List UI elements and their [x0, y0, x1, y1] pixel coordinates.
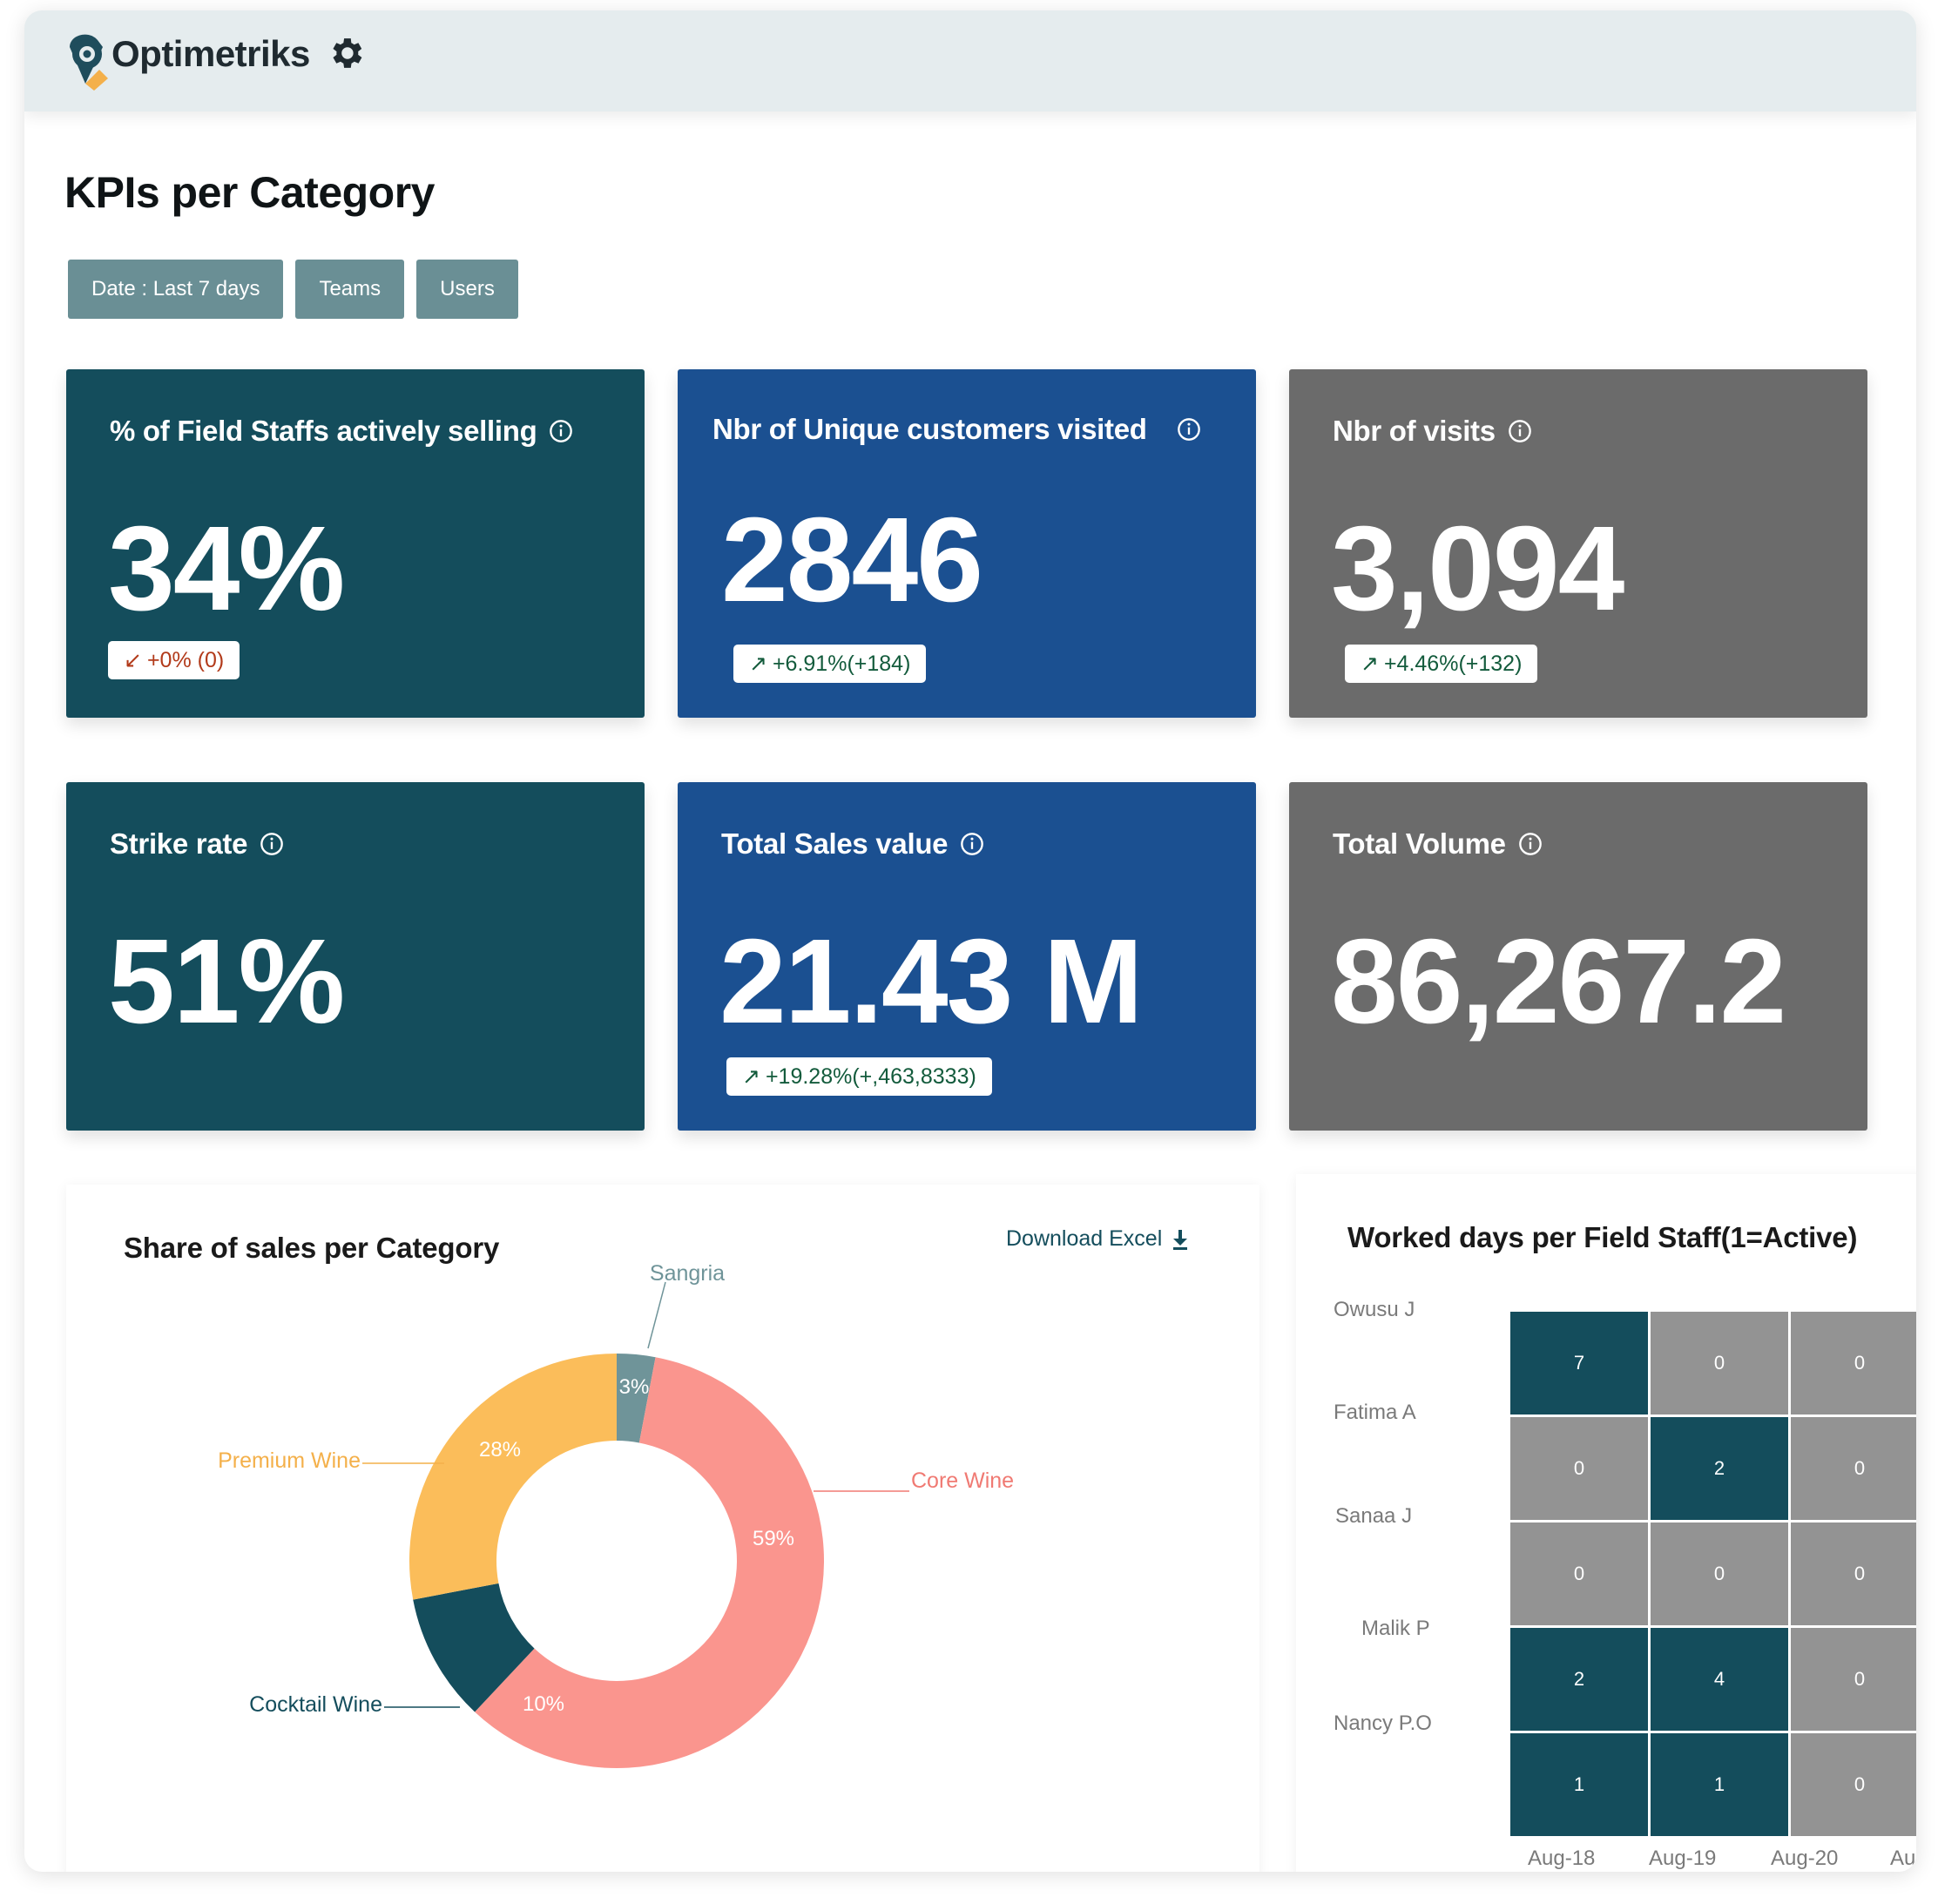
heatmap-column-label: Aug-19: [1649, 1847, 1717, 1870]
worked-days-title: Worked days per Field Staff(1=Active): [1347, 1221, 1858, 1253]
heatmap-row-label: Owusu J: [1334, 1298, 1415, 1321]
heatmap-column-label: Aug-18: [1528, 1847, 1596, 1870]
donut-slice-core-wine[interactable]: [475, 1357, 824, 1768]
heatmap-row-label: Malik P: [1361, 1617, 1430, 1640]
kpi-card-active-selling: % of Field Staffs actively selling 34% ↙…: [66, 369, 645, 718]
download-excel-label: Download Excel: [1006, 1226, 1163, 1251]
heatmap-row-label: Fatima A: [1334, 1401, 1416, 1424]
heatmap-cell[interactable]: 0: [1510, 1417, 1648, 1520]
heatmap-cell[interactable]: 0: [1791, 1523, 1916, 1625]
donut-value-label: 59%: [753, 1527, 794, 1550]
arrow-up-right-icon: ↗: [1361, 652, 1379, 676]
date-filter-button[interactable]: Date : Last 7 days: [68, 260, 284, 319]
donut-value-label: 3%: [619, 1375, 650, 1399]
kpi-value: 2846: [721, 493, 983, 627]
heatmap-cell[interactable]: 0: [1651, 1523, 1788, 1625]
donut-value-label: 28%: [479, 1438, 521, 1462]
kpi-value: 21.43 M: [719, 915, 1144, 1049]
brand-name: Optimetriks: [111, 33, 310, 74]
page-title: KPIs per Category: [64, 168, 435, 217]
heatmap-row-label: Sanaa J: [1335, 1504, 1413, 1528]
arrow-up-right-icon: ↗: [749, 652, 767, 676]
donut-slice-premium-wine[interactable]: [409, 1354, 617, 1600]
kpi-value: 86,267.2: [1331, 915, 1786, 1049]
kpi-card-visits: Nbr of visits 3,094 ↗ +4.46%(+132): [1289, 369, 1867, 718]
kpi-value: 3,094: [1331, 502, 1624, 636]
heatmap-cell[interactable]: 0: [1791, 1417, 1916, 1520]
heatmap-cell[interactable]: 0: [1651, 1312, 1788, 1414]
donut-slice-sangria[interactable]: [617, 1354, 656, 1443]
heatmap-column-label: Aug-20: [1771, 1847, 1839, 1870]
heatmap-column-label: Aug-: [1890, 1847, 1916, 1870]
kpi-title: Total Sales value: [721, 827, 949, 860]
kpi-delta-text: +6.91%(+184): [772, 651, 911, 676]
heatmap-cell[interactable]: 1: [1651, 1733, 1788, 1836]
users-filter-button[interactable]: Users: [416, 260, 518, 319]
gear-icon[interactable]: [326, 33, 366, 73]
app-window: Optimetriks KPIs per Category Date : Las…: [24, 10, 1916, 1872]
heatmap-cell[interactable]: 4: [1651, 1628, 1788, 1731]
heatmap-cell[interactable]: 0: [1791, 1733, 1916, 1836]
info-icon[interactable]: [260, 832, 284, 856]
info-icon[interactable]: [1518, 832, 1543, 856]
kpi-delta-badge: ↗ +19.28%(+,463,8333): [726, 1057, 992, 1096]
kpi-delta-text: +19.28%(+,463,8333): [765, 1063, 976, 1089]
kpi-card-unique-customers: Nbr of Unique customers visited 2846 ↗ +…: [678, 369, 1256, 718]
kpi-title: Strike rate: [110, 827, 248, 860]
kpi-card-total-volume: Total Volume 86,267.2: [1289, 782, 1867, 1131]
kpi-delta-text: +0% (0): [146, 647, 225, 672]
heatmap-cell[interactable]: 0: [1791, 1312, 1916, 1414]
heatmap-row-label: Nancy P.O: [1334, 1712, 1432, 1735]
heatmap-cell[interactable]: 7: [1510, 1312, 1648, 1414]
kpi-value: 51%: [108, 915, 345, 1049]
heatmap-cell[interactable]: 2: [1510, 1628, 1648, 1731]
kpi-delta-text: +4.46%(+132): [1383, 651, 1523, 676]
donut-category-label: Sangria: [650, 1261, 725, 1286]
filter-bar: Date : Last 7 days Teams Users: [68, 260, 518, 319]
heatmap-cell[interactable]: 1: [1510, 1733, 1648, 1836]
kpi-delta-badge: ↗ +4.46%(+132): [1345, 645, 1538, 683]
arrow-down-left-icon: ↙: [124, 648, 142, 672]
kpi-card-total-sales: Total Sales value 21.43 M ↗ +19.28%(+,46…: [678, 782, 1256, 1131]
heatmap-cell[interactable]: 0: [1510, 1523, 1648, 1625]
info-icon[interactable]: [1508, 419, 1532, 443]
kpi-delta-badge: ↗ +6.91%(+184): [733, 645, 927, 683]
info-icon[interactable]: [1177, 417, 1201, 442]
donut-category-label: Core Wine: [911, 1469, 1014, 1493]
arrow-up-right-icon: ↗: [742, 1064, 760, 1089]
kpi-title: Nbr of visits: [1333, 415, 1496, 447]
kpi-title: Total Volume: [1333, 827, 1506, 860]
share-of-sales-title: Share of sales per Category: [124, 1232, 500, 1264]
donut-category-label: Premium Wine: [218, 1448, 361, 1473]
heatmap-cell[interactable]: 0: [1791, 1628, 1916, 1731]
optimetriks-logo-icon: [70, 34, 108, 91]
donut-category-label: Cocktail Wine: [249, 1692, 382, 1717]
download-excel-link[interactable]: Download Excel: [1006, 1226, 1190, 1252]
kpi-delta-badge: ↙ +0% (0): [108, 641, 240, 679]
donut-slice-cocktail-wine[interactable]: [413, 1583, 535, 1712]
kpi-title: Nbr of Unique customers visited: [712, 413, 1147, 445]
donut-leader-line: [647, 1281, 666, 1349]
kpi-card-strike-rate: Strike rate 51%: [66, 782, 645, 1131]
heatmap-cell[interactable]: 2: [1651, 1417, 1788, 1520]
top-bar: Optimetriks: [24, 10, 1916, 111]
info-icon[interactable]: [549, 419, 573, 443]
kpi-title: % of Field Staffs actively selling: [110, 415, 537, 447]
teams-filter-button[interactable]: Teams: [295, 260, 405, 319]
download-icon: [1173, 1229, 1188, 1250]
kpi-value: 34%: [108, 502, 345, 636]
share-of-sales-donut-chart: 3% Sangria 59% Core Wine 10% Cocktail Wine 28%…: [218, 1261, 1014, 1768]
info-icon[interactable]: [960, 832, 984, 856]
donut-value-label: 10%: [523, 1692, 564, 1716]
